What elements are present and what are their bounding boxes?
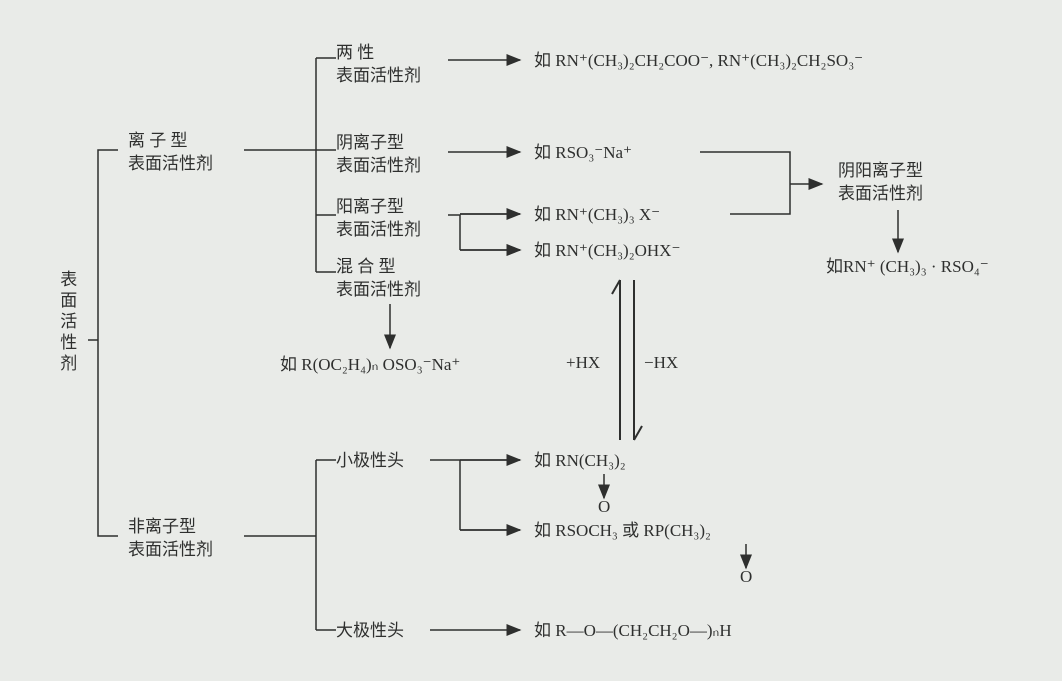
connectors [0,0,1062,681]
node-small-head: 小极性头 [336,450,404,471]
ex-small-1: 如 RN(CH₃)₂ [534,450,626,471]
ex-small-2: 如 RSOCH₃ 或 RP(CH₃)₂ [534,520,711,541]
node-combo-l1: 阴阳离子型 [838,160,923,183]
ex-cation-2: 如 RN⁺(CH₃)₂OHX⁻ [534,240,680,261]
ex-combo: 如RN⁺ (CH₃)₃ · RSO₄⁻ [826,256,989,277]
node-nonionic-l2: 表面活性剂 [128,539,213,562]
ex-small-2-o: O [740,566,752,587]
node-ionic-l2: 表面活性剂 [128,153,213,176]
ex-cation-1: 如 RN⁺(CH₃)₃ X⁻ [534,204,660,225]
node-cation-l2: 表面活性剂 [336,219,421,242]
mixed-example: 如 R(OC₂H₄)ₙ OSO₃⁻Na⁺ [280,354,460,375]
ex-large: 如 R—O—(CH₂CH₂O—)ₙH [534,620,732,641]
node-anion: 阴离子型 表面活性剂 [336,132,421,178]
root-label: 表面活性剂 [56,270,77,375]
node-anion-l2: 表面活性剂 [336,155,421,178]
node-cation: 阳离子型 表面活性剂 [336,196,421,242]
node-mixed-l1: 混 合 型 [336,256,421,279]
ex-ampho: 如 RN⁺(CH₃)₂CH₂COO⁻, RN⁺(CH₃)₂CH₂SO₃⁻ [534,50,863,71]
node-mixed: 混 合 型 表面活性剂 [336,256,421,302]
ex-anion: 如 RSO₃⁻Na⁺ [534,142,632,163]
node-nonionic-l1: 非离子型 [128,516,213,539]
node-ampho-l2: 表面活性剂 [336,65,421,88]
node-combo-l2: 表面活性剂 [838,183,923,206]
ex-small-1-o: O [598,496,610,517]
node-ampho-l1: 两 性 [336,42,421,65]
node-ionic-l1: 离 子 型 [128,130,213,153]
node-cation-l1: 阳离子型 [336,196,421,219]
diagram-canvas: 表面活性剂 离 子 型 表面活性剂 非离子型 表面活性剂 混 合 型 表面活性剂… [0,0,1062,681]
node-nonionic: 非离子型 表面活性剂 [128,516,213,562]
node-combo: 阴阳离子型 表面活性剂 [838,160,923,206]
node-mixed-l2: 表面活性剂 [336,279,421,302]
node-anion-l1: 阴离子型 [336,132,421,155]
equil-left: +HX [566,352,600,373]
node-ionic: 离 子 型 表面活性剂 [128,130,213,176]
equil-right: −HX [644,352,678,373]
node-ampho: 两 性 表面活性剂 [336,42,421,88]
node-large-head: 大极性头 [336,620,404,641]
